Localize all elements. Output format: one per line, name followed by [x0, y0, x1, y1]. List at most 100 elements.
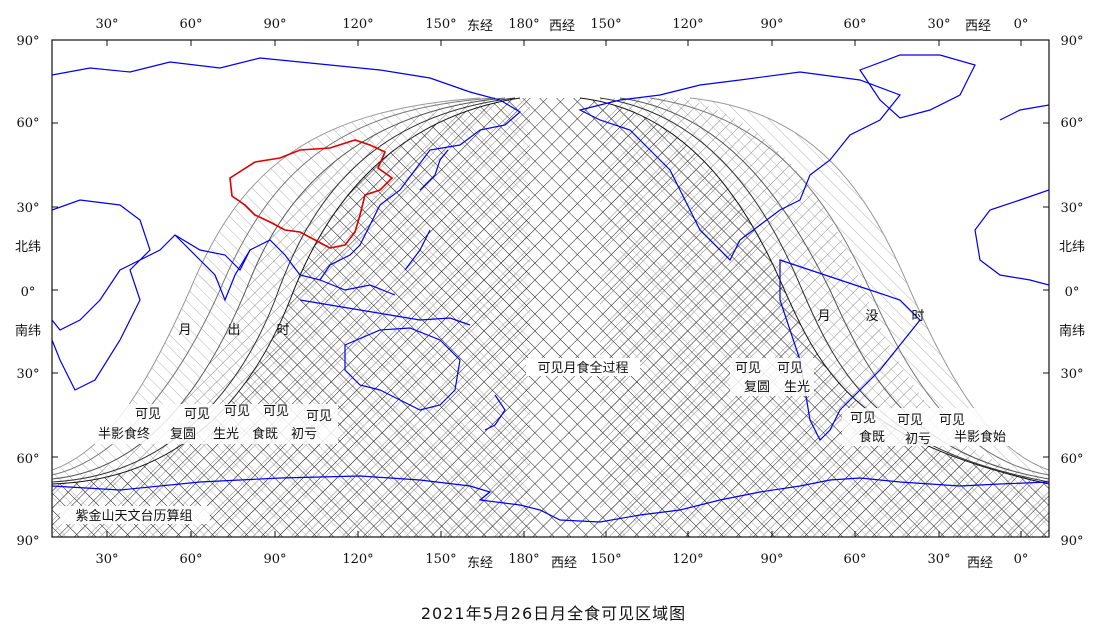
credit-label: 紫金山天文台历算组	[75, 508, 192, 524]
bottom-tick-60: 60°	[179, 552, 202, 567]
right-lat-60n: 60°	[1060, 116, 1083, 131]
coast-india	[174, 234, 251, 302]
right-lat-60s: 60°	[1060, 452, 1083, 467]
top-west-label: 西经	[549, 19, 575, 34]
eclipse-visibility-map: 30° 60° 90° 120° 150° 东经 180° 西经 150° 12…	[15, 17, 1085, 571]
left-label-third: 生光	[213, 427, 239, 442]
left-label-first: 初亏	[291, 427, 317, 442]
bottom-tick-w60: 60°	[843, 552, 866, 567]
left-lat-90n: 90°	[16, 34, 39, 49]
tick-marks	[52, 40, 1049, 537]
right-south-label: 南纬	[1059, 323, 1085, 339]
top-axis: 30° 60° 90° 120° 150° 东经 180° 西经 150° 12…	[95, 17, 1028, 34]
right-lat-0: 0°	[1065, 285, 1080, 300]
bottom-tick-150: 150°	[425, 552, 456, 567]
right-label-third-top: 可见	[777, 361, 803, 376]
top-tick-w120: 120°	[672, 17, 703, 32]
left-lat-30n: 30°	[16, 201, 39, 216]
left-label-reappear-top: 可见	[184, 407, 210, 422]
bottom-tick-0: 0°	[1014, 552, 1029, 567]
left-label-reappear: 复圆	[170, 427, 196, 442]
coast-greenland	[859, 54, 976, 119]
right-lat-30n: 30°	[1060, 201, 1083, 216]
right-label-reappear: 复圆	[744, 380, 770, 395]
bottom-east-label: 东经	[467, 556, 493, 571]
right-label-first-top: 可见	[897, 413, 923, 428]
right-label-second: 食既	[859, 429, 885, 445]
right-label-penumbral-start: 半影食始	[954, 429, 1006, 445]
top-tick-w30: 30°	[927, 17, 950, 32]
top-tick-30: 30°	[95, 17, 118, 32]
coast-north-america	[578, 71, 901, 262]
moonset-char-1: 月	[817, 309, 830, 324]
left-contact-labels: 可见 半影食终 可见 复圆 可见 生光 可见 食既 可见 初亏	[88, 404, 338, 444]
bottom-west-label-2: 西经	[967, 556, 993, 571]
right-lat-90s: 90°	[1060, 534, 1083, 549]
left-lat-60n: 60°	[16, 116, 39, 131]
bottom-tick-w120: 120°	[672, 552, 703, 567]
top-tick-0: 0°	[1014, 17, 1029, 32]
moonrise-char-3: 时	[276, 323, 289, 338]
left-label-second-top: 可见	[263, 404, 289, 419]
bottom-tick-w90: 90°	[760, 552, 783, 567]
top-west-label-2: 西经	[965, 19, 991, 34]
top-tick-60: 60°	[179, 17, 202, 32]
right-label-second-top: 可见	[850, 411, 876, 426]
right-north-label: 北纬	[1059, 240, 1085, 255]
left-label-third-top: 可见	[224, 404, 250, 419]
bottom-tick-120: 120°	[342, 552, 373, 567]
right-contact-labels: 可见 复圆 可见 生光 可见 食既 可见 初亏 可见 半影食始	[730, 358, 1017, 447]
left-label-penumbral-end-top: 可见	[135, 407, 161, 422]
coast-africa	[52, 199, 151, 391]
map-title: 2021年5月26日月全食可见区域图	[420, 604, 687, 623]
right-lat-90n: 90°	[1060, 34, 1083, 49]
full-visible-label: 可见月食全过程	[537, 360, 628, 376]
map-frame	[51, 39, 1050, 538]
moonset-char-3: 时	[911, 309, 924, 324]
china-border	[229, 139, 394, 249]
left-label-first-top: 可见	[306, 409, 332, 424]
left-label-second: 食既	[252, 426, 278, 442]
coast-south-america	[779, 259, 921, 442]
left-lat-30s: 30°	[16, 367, 39, 382]
coastlines	[52, 54, 1049, 523]
left-lat-0: 0°	[21, 285, 36, 300]
top-tick-150: 150°	[425, 17, 456, 32]
top-tick-w90: 90°	[760, 17, 783, 32]
right-label-reappear-top: 可见	[735, 361, 761, 376]
top-tick-w150: 150°	[590, 17, 621, 32]
moonrise-char-2: 出	[227, 323, 240, 338]
coast-antarctica	[52, 475, 1049, 523]
bottom-axis: 30° 60° 90° 120° 150° 东经 180° 西经 150° 12…	[95, 552, 1028, 571]
full-visible-label-bg	[526, 358, 640, 376]
left-north-label: 北纬	[15, 240, 41, 255]
coast-japan	[419, 149, 449, 191]
coast-africa-east	[974, 189, 1049, 286]
coast-australia	[344, 327, 461, 411]
right-label-third: 生光	[784, 380, 810, 395]
bottom-tick-30: 30°	[95, 552, 118, 567]
left-lat-60s: 60°	[16, 452, 39, 467]
coast-newzealand	[484, 394, 506, 431]
left-south-label: 南纬	[15, 323, 41, 339]
top-tick-120: 120°	[342, 17, 373, 32]
bottom-tick-w30: 30°	[927, 552, 950, 567]
bottom-tick-w150: 150°	[590, 552, 621, 567]
coast-eurasia	[52, 57, 522, 331]
bottom-tick-180: 180°	[508, 552, 539, 567]
left-lat-90s: 90°	[16, 534, 39, 549]
right-label-penumbral-start-top: 可见	[939, 413, 965, 428]
bottom-west-label: 西经	[551, 556, 577, 571]
top-east-label: 东经	[467, 19, 493, 34]
right-label-first: 初亏	[905, 432, 931, 447]
map-body	[52, 54, 1049, 537]
moonrise-char-1: 月	[178, 323, 191, 338]
top-tick-90: 90°	[263, 17, 286, 32]
region-labels: 月 出 时 月 没 时 可见月食全过程	[178, 309, 925, 376]
coast-indonesia	[299, 299, 471, 326]
right-axis: 90° 60° 30° 北纬 0° 南纬 30° 60° 90°	[1059, 34, 1085, 549]
bottom-tick-90: 90°	[263, 552, 286, 567]
right-lat-30s: 30°	[1060, 367, 1083, 382]
left-label-penumbral-end: 半影食终	[98, 426, 150, 442]
moonset-char-2: 没	[865, 309, 878, 324]
